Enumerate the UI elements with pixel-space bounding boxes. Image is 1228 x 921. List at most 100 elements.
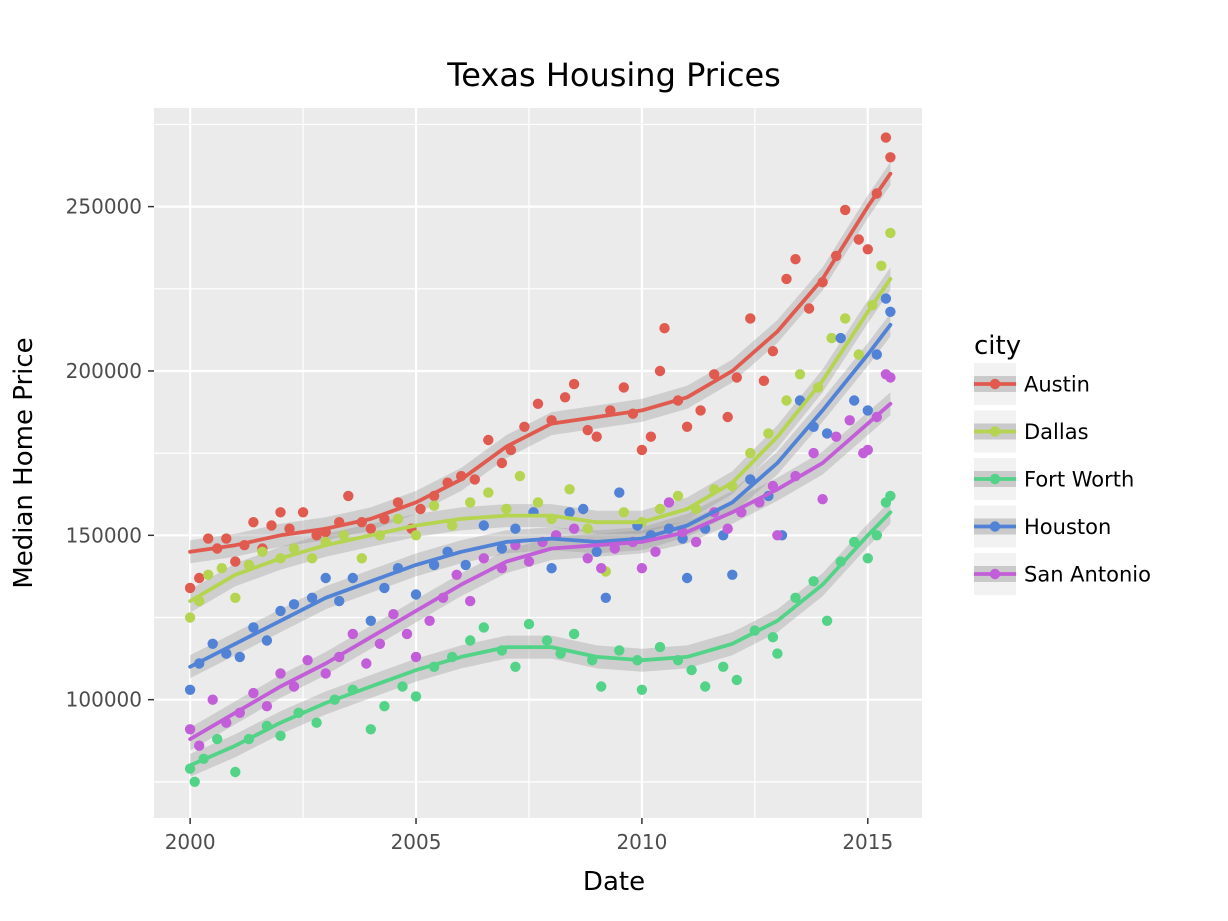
data-point-dallas [203, 569, 214, 580]
data-point-dallas [465, 497, 476, 508]
data-point-austin [758, 375, 770, 386]
y-tick-label: 100000 [66, 688, 142, 712]
data-point-austin [695, 405, 706, 416]
legend-label-houston: Houston [1024, 515, 1111, 539]
data-point-fort-worth [731, 674, 742, 686]
data-point-dallas [514, 470, 526, 482]
data-point-san-antonio [523, 556, 535, 567]
data-point-san-antonio [361, 658, 372, 669]
data-point-houston [546, 563, 557, 574]
data-point-fort-worth [808, 576, 819, 587]
data-point-austin [709, 369, 720, 380]
trend-line-austin [188, 171, 893, 554]
y-axis-title: Median Home Price [9, 337, 39, 588]
data-point-austin [275, 507, 286, 518]
data-point-fort-worth [510, 661, 521, 672]
data-point-austin [343, 490, 354, 502]
data-point-san-antonio [636, 563, 648, 574]
data-point-san-antonio [207, 694, 218, 705]
data-point-fort-worth [275, 730, 286, 741]
data-point-san-antonio [722, 523, 733, 534]
data-point-austin [659, 323, 670, 334]
y-tick-label: 150000 [66, 523, 142, 547]
data-point-fort-worth [654, 641, 666, 653]
data-point-dallas [392, 513, 404, 525]
confidence-band-fort-worth [190, 500, 891, 777]
data-point-houston [234, 651, 245, 663]
data-point-houston [821, 428, 833, 439]
data-point-austin [790, 254, 801, 265]
data-point-san-antonio [184, 724, 196, 735]
confidence-band-dallas [190, 267, 891, 613]
data-point-san-antonio [302, 655, 313, 666]
data-point-austin [636, 444, 648, 456]
data-point-san-antonio [410, 651, 422, 663]
trend-line-fort-worth [188, 510, 893, 768]
data-point-austin [532, 398, 544, 409]
data-point-austin [221, 533, 232, 544]
trend-lines [188, 171, 893, 768]
data-point-san-antonio [663, 497, 675, 508]
data-point-fort-worth [410, 691, 422, 702]
data-point-austin [469, 474, 480, 485]
data-point-houston [681, 572, 693, 584]
data-point-fort-worth [767, 632, 779, 643]
data-point-austin [591, 431, 602, 442]
data-point-fort-worth [189, 776, 200, 787]
data-point-houston [564, 507, 575, 518]
legend-item-san-antonio: San Antonio [974, 553, 1151, 595]
data-point-dallas [794, 369, 806, 380]
data-point-san-antonio [808, 447, 819, 459]
data-point-fort-worth [212, 733, 223, 745]
confidence-bands [190, 162, 891, 777]
data-point-fort-worth [862, 553, 873, 564]
data-point-fort-worth [541, 635, 553, 646]
data-point-austin [722, 411, 733, 423]
data-point-houston [600, 592, 611, 603]
data-point-houston [727, 569, 738, 580]
data-point-austin [767, 346, 779, 357]
data-point-dallas [826, 332, 837, 344]
data-point-san-antonio [374, 638, 386, 649]
data-point-dallas [184, 612, 196, 623]
data-point-austin [645, 431, 657, 442]
confidence-band-houston [190, 313, 891, 679]
data-point-austin [184, 582, 196, 594]
data-point-dallas [763, 428, 774, 439]
data-point-houston [365, 615, 376, 626]
data-point-dallas [501, 503, 512, 515]
legend-key-point [989, 568, 1001, 580]
data-point-san-antonio [650, 546, 661, 557]
data-point-dallas [216, 563, 227, 574]
legend-label-austin: Austin [1024, 373, 1090, 397]
data-point-austin [415, 503, 426, 515]
data-point-san-antonio [388, 609, 399, 620]
data-point-san-antonio [568, 523, 580, 534]
trend-line-houston [188, 323, 893, 669]
trend-line-dallas [188, 277, 893, 603]
legend-item-dallas: Dallas [974, 410, 1089, 453]
data-point-houston [460, 559, 471, 571]
data-point-austin [311, 530, 322, 541]
data-point-houston [862, 405, 873, 416]
data-point-san-antonio [248, 687, 259, 699]
data-point-dallas [654, 503, 666, 515]
data-point-austin [559, 392, 571, 403]
legend-label-fort-worth: Fort Worth [1024, 468, 1134, 492]
legend-item-austin: Austin [974, 363, 1090, 405]
data-point-austin [297, 507, 309, 518]
data-point-san-antonio [275, 668, 286, 679]
data-point-austin [230, 556, 241, 567]
x-tick-label: 2000 [165, 830, 216, 854]
data-point-san-antonio [690, 536, 702, 548]
data-point-fort-worth [379, 701, 390, 712]
data-point-houston [207, 638, 218, 649]
data-point-houston [275, 605, 286, 617]
data-point-houston [261, 635, 273, 646]
chart-title: Texas Housing Prices [446, 56, 781, 94]
legend-key-point [989, 378, 1001, 390]
data-point-austin [496, 457, 508, 469]
data-point-austin [266, 520, 277, 531]
